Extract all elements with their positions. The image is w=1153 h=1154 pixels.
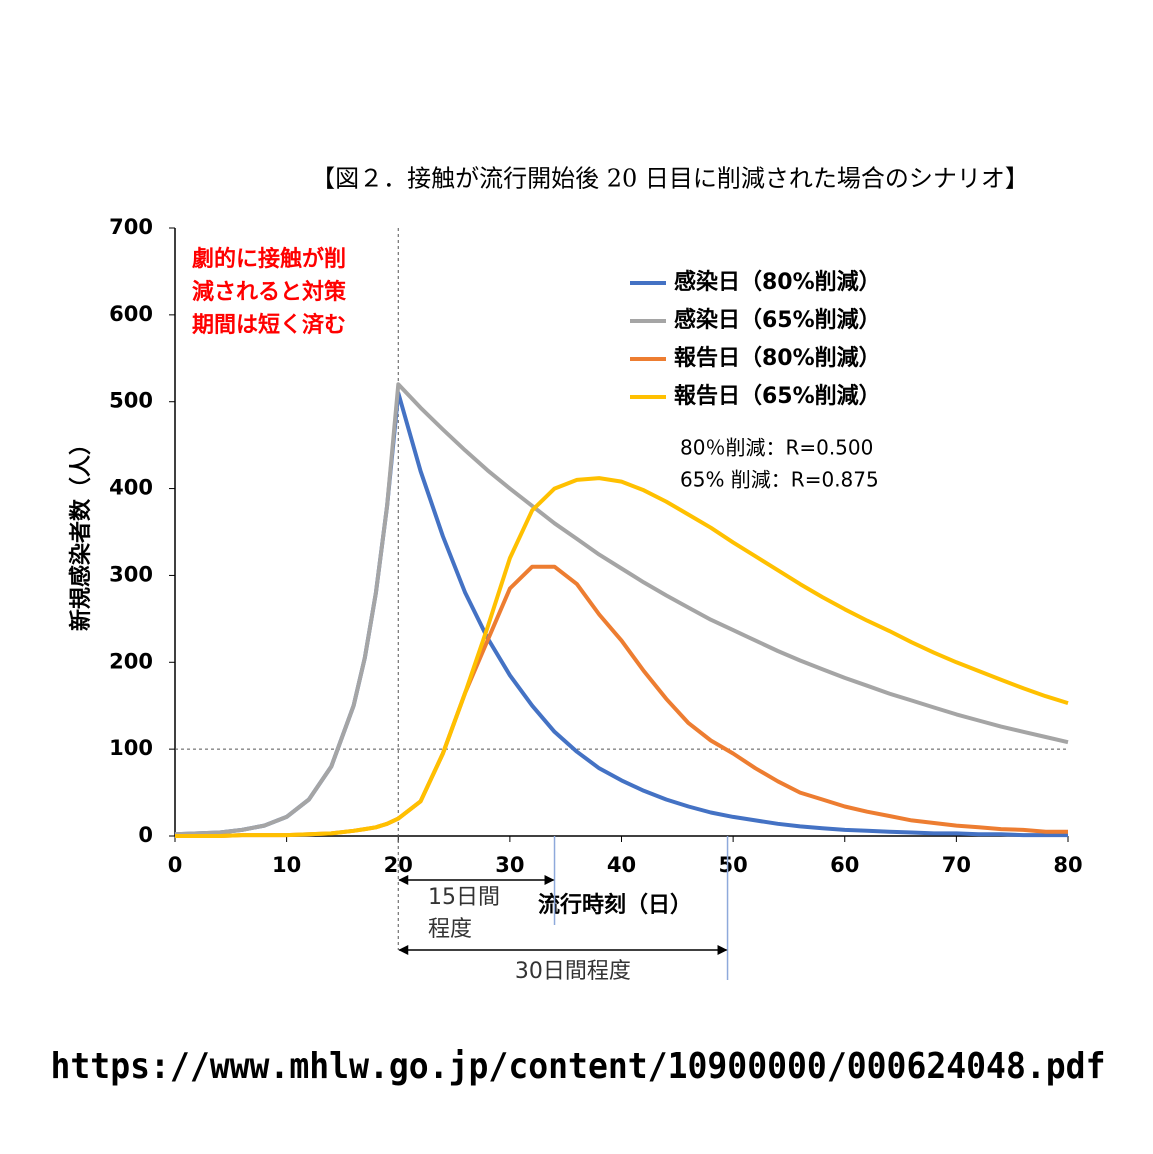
x-tick-label: 40 xyxy=(607,853,636,877)
r-note: 80％削減：R=0.500 xyxy=(680,436,873,460)
series-line xyxy=(174,391,1068,838)
annotation: 劇的に接触が削 xyxy=(192,246,346,272)
x-axis-label: 流行時刻（日） xyxy=(538,892,692,918)
y-tick-label: 600 xyxy=(109,302,153,326)
x-tick-label: 60 xyxy=(830,853,859,877)
annotation: 期間は短く済む xyxy=(192,312,346,338)
y-tick-label: 700 xyxy=(109,215,153,239)
span-label: 程度 xyxy=(428,917,472,942)
annotation: 減されると対策 xyxy=(192,279,347,305)
span-label: 30日間程度 xyxy=(515,959,631,984)
legend-label: 感染日（80%削減） xyxy=(674,269,881,295)
span-label: 15日間 xyxy=(428,885,500,910)
source-url: https://www.mhlw.go.jp/content/10900000/… xyxy=(51,1046,1106,1087)
y-tick-label: 200 xyxy=(109,649,153,673)
y-axis-label: 新規感染者数（人） xyxy=(68,433,94,631)
legend-label: 感染日（65%削減） xyxy=(674,307,881,333)
r-note: 65% 削減：R=0.875 xyxy=(680,468,879,492)
x-tick-label: 10 xyxy=(272,853,301,877)
legend-label: 報告日（65%削減） xyxy=(674,383,881,409)
series-line xyxy=(174,382,1069,837)
y-tick-label: 400 xyxy=(109,476,153,500)
y-tick-label: 100 xyxy=(109,736,153,760)
y-tick-label: 300 xyxy=(109,562,153,586)
x-tick-label: 70 xyxy=(942,853,971,877)
x-tick-label: 0 xyxy=(168,853,183,877)
series-line xyxy=(175,476,1069,838)
x-tick-label: 80 xyxy=(1053,853,1082,877)
x-tick-label: 30 xyxy=(495,853,524,877)
legend-label: 報告日（80%削減） xyxy=(674,345,881,371)
x-tick-label: 50 xyxy=(719,853,748,877)
y-tick-label: 500 xyxy=(109,389,153,413)
series-line xyxy=(175,564,1068,838)
y-tick-label: 0 xyxy=(138,823,153,847)
chart-title: 【図２．接触が流行開始後 20 日目に削減された場合のシナリオ】 xyxy=(311,165,1029,193)
